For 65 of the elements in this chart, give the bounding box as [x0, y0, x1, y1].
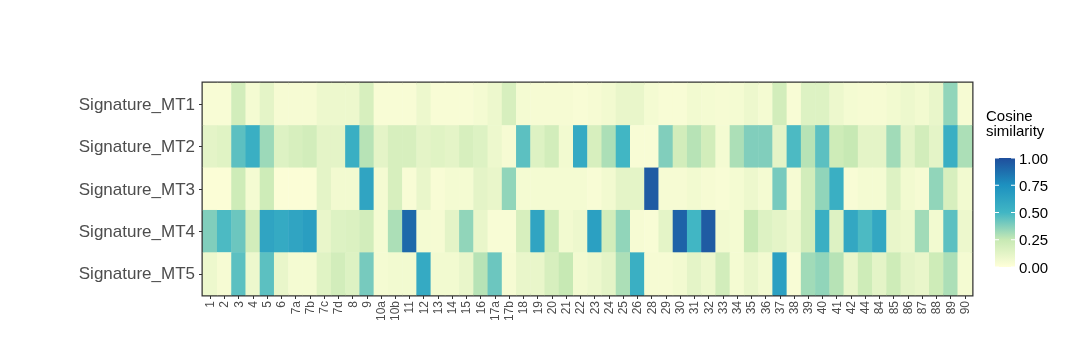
color-bar-label: 0.75: [1019, 176, 1049, 194]
x-tick-label: 25: [616, 300, 631, 315]
color-bar-title: Cosine similarity: [986, 107, 1045, 139]
x-tick-label: 38: [786, 300, 801, 315]
x-tick-label: 84: [872, 300, 887, 315]
x-tick-label: 26: [630, 300, 645, 315]
x-tick-label: 11: [402, 300, 417, 314]
x-tick-label: 18: [516, 300, 531, 315]
x-tick-label: 8: [345, 300, 360, 308]
x-tick-label: 14: [445, 300, 460, 315]
x-tick-label: 12: [416, 300, 431, 315]
x-tick-label: 7b: [302, 300, 317, 315]
x-tick-label: 7d: [331, 301, 346, 315]
color-bar-label: 0.00: [1019, 258, 1049, 276]
x-tick-label: 5: [260, 300, 275, 308]
x-tick-label: 13: [430, 300, 445, 315]
x-tick-label: 44: [858, 300, 873, 315]
x-tick-label: 17b: [502, 300, 517, 322]
x-tick-label: 9: [359, 300, 374, 308]
x-tick-label: 1: [203, 300, 218, 308]
color-bar-label: 0.25: [1019, 231, 1049, 249]
x-tick-label: 24: [601, 300, 616, 315]
x-tick-label: 34: [730, 300, 745, 315]
x-tick-label: 17a: [487, 300, 502, 322]
x-tick-label: 35: [744, 300, 759, 315]
x-tick-label: 22: [573, 300, 588, 315]
x-tick-label: 7c: [317, 301, 332, 314]
x-tick-label: 89: [943, 300, 958, 315]
x-tick-label: 2: [217, 300, 232, 308]
x-tick-label: 15: [459, 300, 474, 315]
x-tick-label: 39: [801, 300, 816, 315]
x-tick-label: 41: [829, 300, 844, 315]
x-tick-label: 7a: [288, 300, 303, 315]
y-tick-label: Signature_MT3: [78, 179, 195, 199]
color-bar-label: 1.00: [1019, 149, 1049, 167]
x-tick-label: 29: [658, 300, 673, 315]
x-tick-label: 86: [900, 300, 915, 315]
x-tick-label: 21: [559, 300, 574, 315]
x-tick-label: 32: [701, 300, 716, 315]
x-tick-label: 40: [815, 300, 830, 315]
x-tick-label: 4: [245, 300, 260, 308]
x-tick-label: 30: [673, 300, 688, 315]
x-tick-label: 28: [644, 300, 659, 315]
y-tick-label: Signature_MT5: [78, 264, 195, 284]
x-tick-label: 36: [758, 300, 773, 315]
x-tick-label: 10b: [388, 300, 403, 322]
y-tick-label: Signature_MT4: [78, 221, 195, 241]
x-tick-label: 6: [274, 300, 289, 308]
x-tick-label: 33: [715, 300, 730, 315]
x-tick-label: 20: [544, 300, 559, 315]
x-tick-label: 3: [231, 300, 246, 308]
x-tick-label: 31: [687, 300, 702, 315]
x-tick-label: 37: [772, 300, 787, 315]
x-tick-label: 90: [957, 300, 972, 315]
y-tick-label: Signature_MT2: [78, 137, 195, 157]
x-tick-label: 23: [587, 300, 602, 315]
y-tick-label: Signature_MT1: [78, 94, 195, 114]
x-tick-label: 19: [530, 300, 545, 315]
x-tick-label: 87: [915, 300, 930, 315]
x-tick-label: 16: [473, 300, 488, 315]
x-tick-label: 88: [929, 300, 944, 315]
x-tick-label: 10a: [374, 300, 389, 322]
x-tick-label: 42: [843, 300, 858, 315]
color-bar-label: 0.50: [1019, 204, 1049, 221]
x-tick-label: 85: [886, 300, 901, 315]
